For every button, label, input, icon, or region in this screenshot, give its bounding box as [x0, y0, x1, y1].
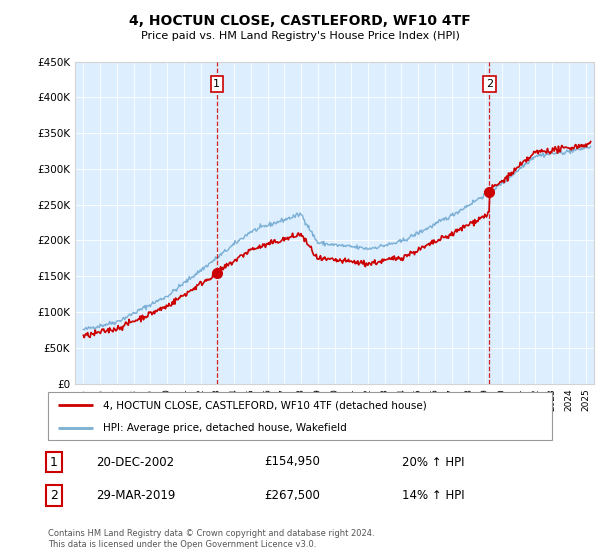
Text: 2: 2: [486, 79, 493, 89]
Text: £154,950: £154,950: [264, 455, 320, 469]
Text: 14% ↑ HPI: 14% ↑ HPI: [402, 489, 464, 502]
Text: HPI: Average price, detached house, Wakefield: HPI: Average price, detached house, Wake…: [103, 423, 347, 433]
Text: 20% ↑ HPI: 20% ↑ HPI: [402, 455, 464, 469]
Text: 29-MAR-2019: 29-MAR-2019: [96, 489, 175, 502]
Text: 1: 1: [214, 79, 220, 89]
Text: 4, HOCTUN CLOSE, CASTLEFORD, WF10 4TF: 4, HOCTUN CLOSE, CASTLEFORD, WF10 4TF: [129, 14, 471, 28]
Text: 1: 1: [50, 455, 58, 469]
Text: Contains HM Land Registry data © Crown copyright and database right 2024.
This d: Contains HM Land Registry data © Crown c…: [48, 529, 374, 549]
Text: 2: 2: [50, 489, 58, 502]
Text: 4, HOCTUN CLOSE, CASTLEFORD, WF10 4TF (detached house): 4, HOCTUN CLOSE, CASTLEFORD, WF10 4TF (d…: [103, 400, 427, 410]
Text: £267,500: £267,500: [264, 489, 320, 502]
Text: 20-DEC-2002: 20-DEC-2002: [96, 455, 174, 469]
Text: Price paid vs. HM Land Registry's House Price Index (HPI): Price paid vs. HM Land Registry's House …: [140, 31, 460, 41]
